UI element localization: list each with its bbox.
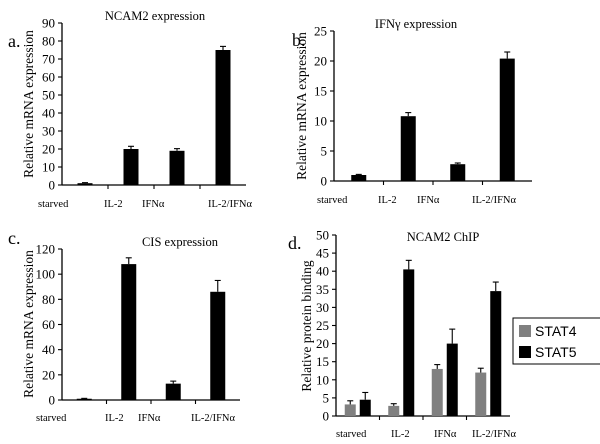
bar-il-2-ifn <box>215 50 231 185</box>
y-tick-label: 10 <box>316 372 329 387</box>
legend-label-stat4: STAT4 <box>535 323 577 339</box>
panel-letter: d. <box>288 233 302 253</box>
panel-letter: a. <box>8 31 21 51</box>
y-tick-label: 80 <box>42 34 55 49</box>
bar-il-2-ifn <box>499 58 515 181</box>
y-tick-label: 0 <box>323 409 330 424</box>
bar-stat4-starved <box>344 404 356 416</box>
panel-letter: c. <box>8 228 21 248</box>
y-tick-label: 80 <box>42 292 55 307</box>
bar-il-2 <box>121 264 137 400</box>
chart-title: NCAM2 expression <box>105 9 206 23</box>
y-tick-label: 20 <box>42 367 55 382</box>
y-tick-label: 20 <box>316 336 329 351</box>
category-label-starved: starved <box>38 199 69 210</box>
y-tick-label: 10 <box>314 114 327 129</box>
bar-ifn <box>165 383 181 400</box>
bar-stat5-starved <box>359 399 371 416</box>
chart-title: NCAM2 ChIP <box>407 230 480 244</box>
y-tick-label: 0 <box>49 178 56 193</box>
y-tick-label: 30 <box>42 124 55 139</box>
legend: STAT4 STAT5 <box>512 317 600 365</box>
y-tick-label: 40 <box>316 264 329 279</box>
y-tick-label: 70 <box>42 52 55 67</box>
y-tick-label: 45 <box>316 246 329 261</box>
y-tick-label: 20 <box>314 54 327 69</box>
bar-stat4-ifn <box>431 368 443 416</box>
y-tick-label: 50 <box>316 228 329 243</box>
bar-starved <box>351 175 367 181</box>
legend-swatch-stat5 <box>519 346 531 358</box>
category-label-ifn: IFNα <box>417 195 440 206</box>
chart-title: CIS expression <box>142 235 219 249</box>
panel-d: d. NCAM2 ChIP Relative protein binding 0 5 10… <box>288 228 600 440</box>
y-tick-label: 5 <box>321 144 328 159</box>
chart-title: IFNγ expression <box>375 17 458 31</box>
y-tick-label: 15 <box>314 84 327 99</box>
y-tick-label: 30 <box>316 300 329 315</box>
y-tick-label: 10 <box>42 160 55 175</box>
bar-stat5-ifn <box>446 343 458 416</box>
category-label-il-2-ifn: IL-2/IFNα <box>208 199 252 210</box>
bar-stat4-il-2-ifn <box>475 372 487 416</box>
bar-il-2 <box>123 149 139 185</box>
bar-starved <box>77 183 93 185</box>
panel-c: c. CIS expression Relative mRNA expression… <box>8 228 240 424</box>
y-tick-label: 5 <box>323 390 330 405</box>
legend-swatch-stat4 <box>519 325 531 337</box>
y-tick-label: 90 <box>42 16 55 31</box>
category-label-il-2-ifn: IL-2/IFNα <box>472 429 516 440</box>
bar-ifn <box>169 150 185 185</box>
y-tick-label: 35 <box>316 282 329 297</box>
y-tick-label: 25 <box>314 24 327 39</box>
y-tick-label: 25 <box>316 318 329 333</box>
legend-label-stat5: STAT5 <box>535 344 577 360</box>
panel-a: a. NCAM2 expression Relative mRNA expressi… <box>8 9 252 210</box>
y-tick-label: 40 <box>42 342 55 357</box>
category-label-il-2: IL-2 <box>104 199 123 210</box>
bar-starved <box>76 398 92 400</box>
panel-b: b. IFNγ expression Relative mRNA expressio… <box>292 17 532 206</box>
y-tick-label: 50 <box>42 88 55 103</box>
category-label-il-2-ifn: IL-2/IFNα <box>191 413 235 424</box>
y-axis-label: Relative mRNA expression <box>21 30 36 178</box>
category-label-starved: starved <box>317 195 348 206</box>
category-label-il-2-ifn: IL-2/IFNα <box>472 195 516 206</box>
bar-il-2 <box>400 116 416 181</box>
y-tick-label: 60 <box>42 70 55 85</box>
bar-il-2-ifn <box>210 291 226 400</box>
panel-letter: b. <box>292 30 306 50</box>
category-label-ifn: IFNα <box>142 199 165 210</box>
y-axis-label: Relative mRNA expression <box>21 250 36 398</box>
bar-ifn <box>450 164 466 181</box>
y-tick-label: 15 <box>316 354 329 369</box>
y-tick-label: 20 <box>42 142 55 157</box>
y-tick-label: 40 <box>42 106 55 121</box>
y-tick-label: 120 <box>36 242 56 257</box>
category-label-il-2: IL-2 <box>391 429 410 440</box>
category-label-starved: starved <box>36 413 67 424</box>
category-label-ifn: IFNα <box>138 413 161 424</box>
y-tick-label: 60 <box>42 317 55 332</box>
y-tick-label: 0 <box>321 174 328 189</box>
y-axis-label: Relative protein binding <box>299 260 314 391</box>
y-tick-label: 0 <box>49 393 56 408</box>
category-label-il-2: IL-2 <box>378 195 397 206</box>
bar-stat5-il-2-ifn <box>490 291 502 416</box>
bar-stat4-il-2 <box>388 405 400 416</box>
category-label-ifn: IFNα <box>434 429 457 440</box>
category-label-starved: starved <box>336 429 367 440</box>
bar-stat5-il-2 <box>403 269 415 416</box>
y-axis-label: Relative mRNA expression <box>294 32 309 180</box>
y-tick-label: 100 <box>36 267 56 282</box>
category-label-il-2: IL-2 <box>105 413 124 424</box>
